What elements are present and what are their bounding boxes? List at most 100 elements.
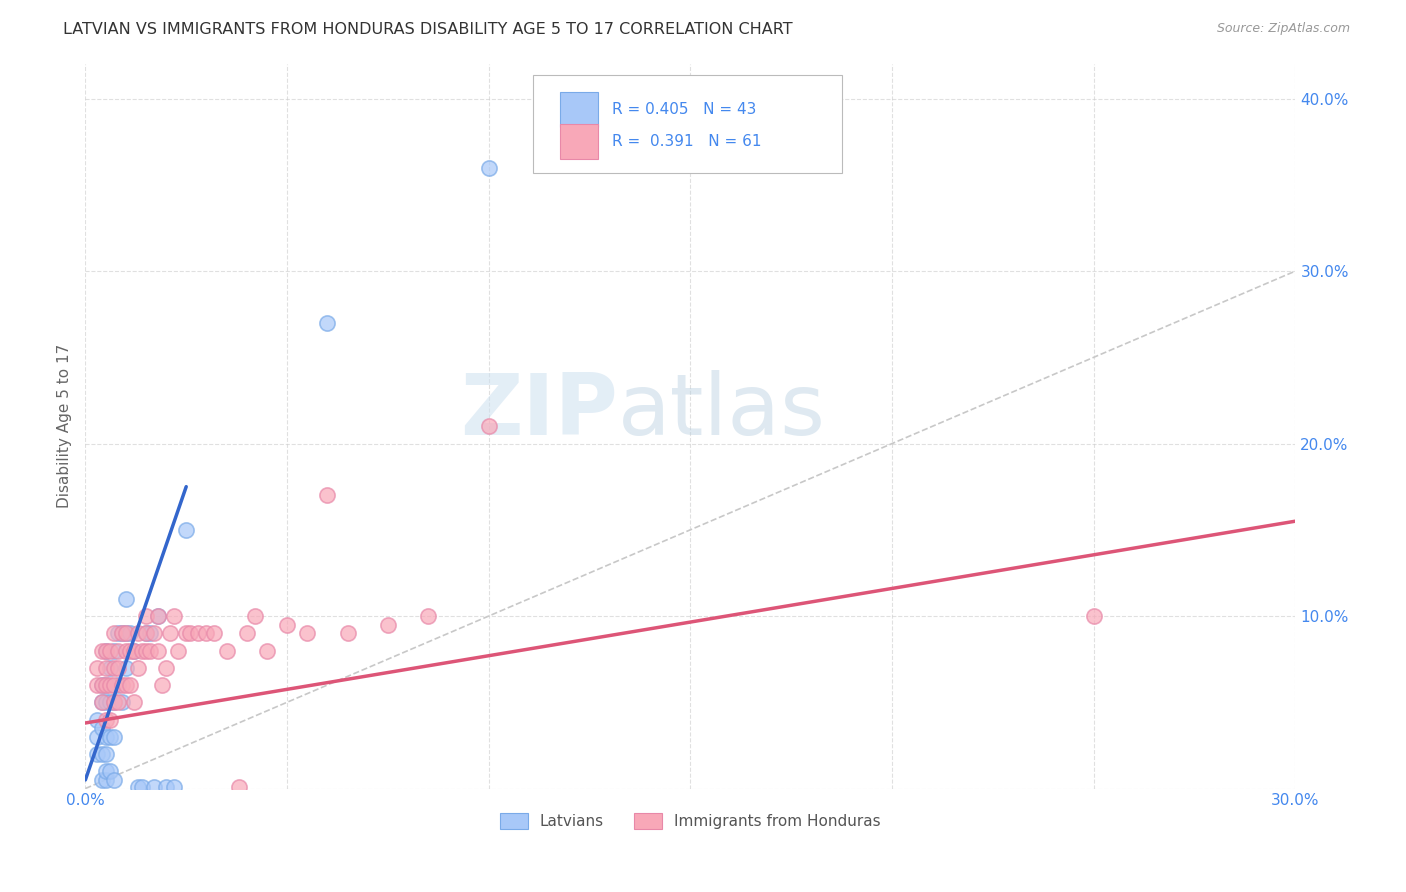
Point — [131, 643, 153, 657]
Point — [111, 695, 134, 709]
Point — [215, 643, 238, 657]
Point — [114, 591, 136, 606]
Point — [114, 626, 136, 640]
Point — [90, 695, 112, 709]
Point — [179, 626, 201, 640]
Point — [103, 678, 125, 692]
Point — [107, 643, 129, 657]
Point — [94, 764, 117, 779]
Point — [316, 488, 339, 502]
Point — [150, 678, 173, 692]
Point — [377, 617, 399, 632]
Point — [98, 764, 121, 779]
Point — [103, 772, 125, 787]
Point — [98, 643, 121, 657]
Point — [94, 730, 117, 744]
Point — [127, 626, 149, 640]
Point — [107, 626, 129, 640]
Point — [98, 695, 121, 709]
Point — [90, 695, 112, 709]
Point — [204, 626, 226, 640]
Point — [86, 661, 108, 675]
Point — [114, 678, 136, 692]
Point — [195, 626, 218, 640]
Point — [418, 609, 440, 624]
Point — [167, 643, 190, 657]
Point — [94, 747, 117, 761]
Point — [86, 678, 108, 692]
Y-axis label: Disability Age 5 to 17: Disability Age 5 to 17 — [58, 344, 72, 508]
Point — [1083, 609, 1105, 624]
Point — [98, 661, 121, 675]
Point — [103, 661, 125, 675]
Point — [111, 678, 134, 692]
Point — [174, 523, 197, 537]
Point — [86, 730, 108, 744]
Point — [94, 695, 117, 709]
Point — [135, 626, 157, 640]
Point — [276, 617, 298, 632]
Point — [107, 695, 129, 709]
Point — [122, 643, 145, 657]
Point — [98, 678, 121, 692]
Point — [103, 695, 125, 709]
Point — [114, 626, 136, 640]
Point — [163, 609, 186, 624]
Point — [118, 678, 141, 692]
Point — [131, 780, 153, 794]
Point — [103, 695, 125, 709]
Point — [122, 643, 145, 657]
Point — [94, 643, 117, 657]
Point — [336, 626, 359, 640]
Point — [135, 609, 157, 624]
Text: R =  0.391   N = 61: R = 0.391 N = 61 — [612, 134, 761, 149]
Point — [111, 626, 134, 640]
Point — [98, 730, 121, 744]
Point — [139, 626, 162, 640]
Text: Source: ZipAtlas.com: Source: ZipAtlas.com — [1216, 22, 1350, 36]
Text: R = 0.405   N = 43: R = 0.405 N = 43 — [612, 103, 756, 117]
Point — [127, 661, 149, 675]
Point — [107, 661, 129, 675]
Point — [146, 643, 169, 657]
Text: atlas: atlas — [617, 370, 825, 453]
Point — [316, 316, 339, 330]
Point — [163, 780, 186, 794]
Point — [142, 780, 165, 794]
Point — [256, 643, 278, 657]
Text: LATVIAN VS IMMIGRANTS FROM HONDURAS DISABILITY AGE 5 TO 17 CORRELATION CHART: LATVIAN VS IMMIGRANTS FROM HONDURAS DISA… — [63, 22, 793, 37]
Point — [146, 609, 169, 624]
Point — [139, 643, 162, 657]
Point — [114, 661, 136, 675]
Point — [155, 780, 177, 794]
Point — [94, 643, 117, 657]
Point — [90, 678, 112, 692]
Point — [90, 643, 112, 657]
Point — [174, 626, 197, 640]
Point — [228, 780, 250, 794]
Point — [90, 747, 112, 761]
Point — [94, 678, 117, 692]
Legend: Latvians, Immigrants from Honduras: Latvians, Immigrants from Honduras — [494, 807, 887, 835]
Point — [103, 643, 125, 657]
Bar — [560, 124, 599, 159]
Point — [86, 713, 108, 727]
Point — [94, 713, 117, 727]
Point — [118, 643, 141, 657]
Point — [122, 695, 145, 709]
Point — [146, 609, 169, 624]
Point — [94, 661, 117, 675]
Point — [478, 419, 501, 434]
Point — [478, 161, 501, 175]
Bar — [560, 92, 599, 127]
Point — [127, 780, 149, 794]
Point — [90, 721, 112, 735]
Point — [94, 678, 117, 692]
Point — [94, 772, 117, 787]
Point — [142, 626, 165, 640]
Point — [155, 661, 177, 675]
Point — [243, 609, 266, 624]
Point — [86, 747, 108, 761]
Point — [111, 626, 134, 640]
Point — [114, 643, 136, 657]
